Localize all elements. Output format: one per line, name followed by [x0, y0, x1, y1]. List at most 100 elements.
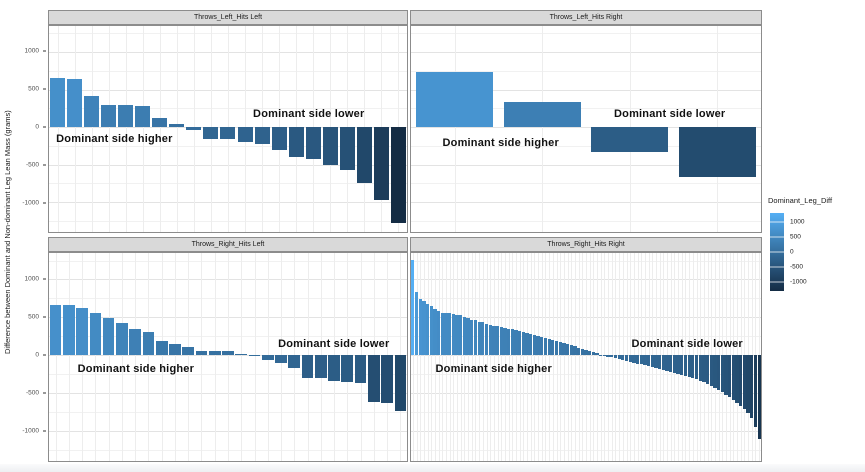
- bar: [155, 340, 168, 356]
- bar: [477, 321, 481, 356]
- bar: [573, 346, 577, 356]
- bar: [394, 355, 407, 412]
- bar: [440, 312, 444, 356]
- bar: [102, 317, 115, 356]
- annotation-dominant-side-higher: Dominant side higher: [77, 363, 195, 376]
- bar: [717, 355, 721, 390]
- gridline-vertical: [490, 253, 492, 461]
- bar: [503, 327, 507, 356]
- facet-panel-throws-left-hits-right: Dominant side higher Dominant side lower: [410, 25, 762, 233]
- y-tick-mark: [43, 202, 46, 204]
- bar: [698, 355, 702, 381]
- gridline-vertical: [542, 26, 544, 232]
- gridline-vertical: [549, 253, 551, 461]
- gridline-vertical: [254, 253, 256, 461]
- gridline-vertical: [188, 253, 190, 461]
- legend-tick-label: -500: [790, 263, 804, 271]
- y-tick-label: 1000: [24, 275, 39, 283]
- gridline-vertical: [95, 253, 97, 461]
- y-tick-mark: [43, 126, 46, 128]
- bar: [724, 355, 728, 395]
- gridline-vertical: [512, 253, 514, 461]
- bar: [669, 355, 673, 372]
- bar: [654, 355, 658, 369]
- gridline-vertical: [135, 253, 137, 461]
- bar: [624, 355, 629, 361]
- legend-tick-label: 500: [790, 233, 801, 241]
- y-tick-mark: [43, 278, 46, 280]
- bar: [529, 333, 533, 356]
- gridline-horizontal-minor: [411, 220, 761, 222]
- bar: [647, 355, 651, 367]
- y-tick-label: -1000: [22, 199, 39, 207]
- bar: [728, 355, 732, 398]
- y-axis-ticks-top-row: 1000 500 0 -500 -1000: [14, 25, 46, 233]
- gridline-vertical: [57, 26, 59, 232]
- bar: [237, 127, 253, 143]
- bar: [503, 102, 581, 128]
- bar: [658, 355, 662, 369]
- gridline-vertical: [228, 253, 229, 461]
- bar: [499, 327, 503, 356]
- bar: [182, 346, 195, 356]
- facet-strip-throws-right-hits-left: Throws_Right_Hits Left: [48, 237, 408, 252]
- legend-tick-mark: [770, 266, 784, 268]
- facet-strip-label: Throws_Right_Hits Right: [547, 241, 625, 248]
- bar: [451, 313, 455, 356]
- gridline-vertical: [479, 253, 481, 461]
- bar: [305, 127, 321, 159]
- gridline-vertical: [508, 253, 510, 461]
- bar: [606, 355, 610, 357]
- bar: [341, 355, 354, 383]
- facet-strip-throws-right-hits-right: Throws_Right_Hits Right: [410, 237, 762, 252]
- bar: [328, 355, 340, 381]
- gridline-vertical: [593, 253, 595, 461]
- gridline-vertical: [55, 253, 57, 461]
- bar: [271, 127, 287, 150]
- y-tick-label: 500: [28, 313, 39, 321]
- gridline-vertical: [527, 253, 529, 461]
- bar: [599, 355, 603, 357]
- bar: [488, 324, 492, 356]
- y-tick-label: -500: [25, 161, 39, 169]
- gridline-vertical: [148, 253, 150, 461]
- annotation-dominant-side-lower: Dominant side lower: [631, 338, 743, 351]
- bar: [757, 355, 761, 440]
- gridline-horizontal-major: [411, 52, 761, 54]
- gridline-vertical: [608, 253, 610, 461]
- bar: [547, 338, 551, 356]
- bar: [466, 317, 470, 356]
- bar: [632, 355, 636, 363]
- bar: [617, 355, 621, 360]
- gridline-vertical: [121, 253, 123, 461]
- bar: [356, 127, 372, 183]
- y-tick-mark: [43, 316, 46, 318]
- bar: [521, 331, 525, 356]
- gridline-vertical: [431, 253, 433, 461]
- bar: [416, 72, 494, 128]
- bar: [437, 310, 441, 356]
- bar: [248, 355, 261, 357]
- bar: [610, 355, 614, 358]
- bar: [84, 96, 100, 128]
- gridline-vertical: [497, 253, 499, 461]
- bar: [414, 292, 419, 356]
- bar: [643, 355, 647, 366]
- facet-strip-label: Throws_Right_Hits Left: [191, 241, 265, 248]
- gridline-vertical: [468, 253, 470, 461]
- y-tick-mark: [43, 88, 46, 90]
- bar: [731, 355, 735, 400]
- bar: [314, 355, 327, 379]
- facet-strip-throws-left-hits-left: Throws_Left_Hits Left: [48, 10, 408, 25]
- bar: [518, 331, 522, 356]
- bar: [339, 127, 355, 170]
- gridline-vertical: [434, 253, 436, 461]
- bar: [448, 313, 452, 356]
- y-tick-mark: [43, 354, 46, 356]
- bar: [676, 355, 680, 374]
- bar: [635, 355, 640, 364]
- bar: [532, 334, 537, 356]
- y-axis-ticks-bottom-row: 1000 500 0 -500 -1000: [14, 252, 46, 462]
- gridline-vertical: [176, 26, 178, 232]
- legend-tick-mark: [770, 251, 784, 253]
